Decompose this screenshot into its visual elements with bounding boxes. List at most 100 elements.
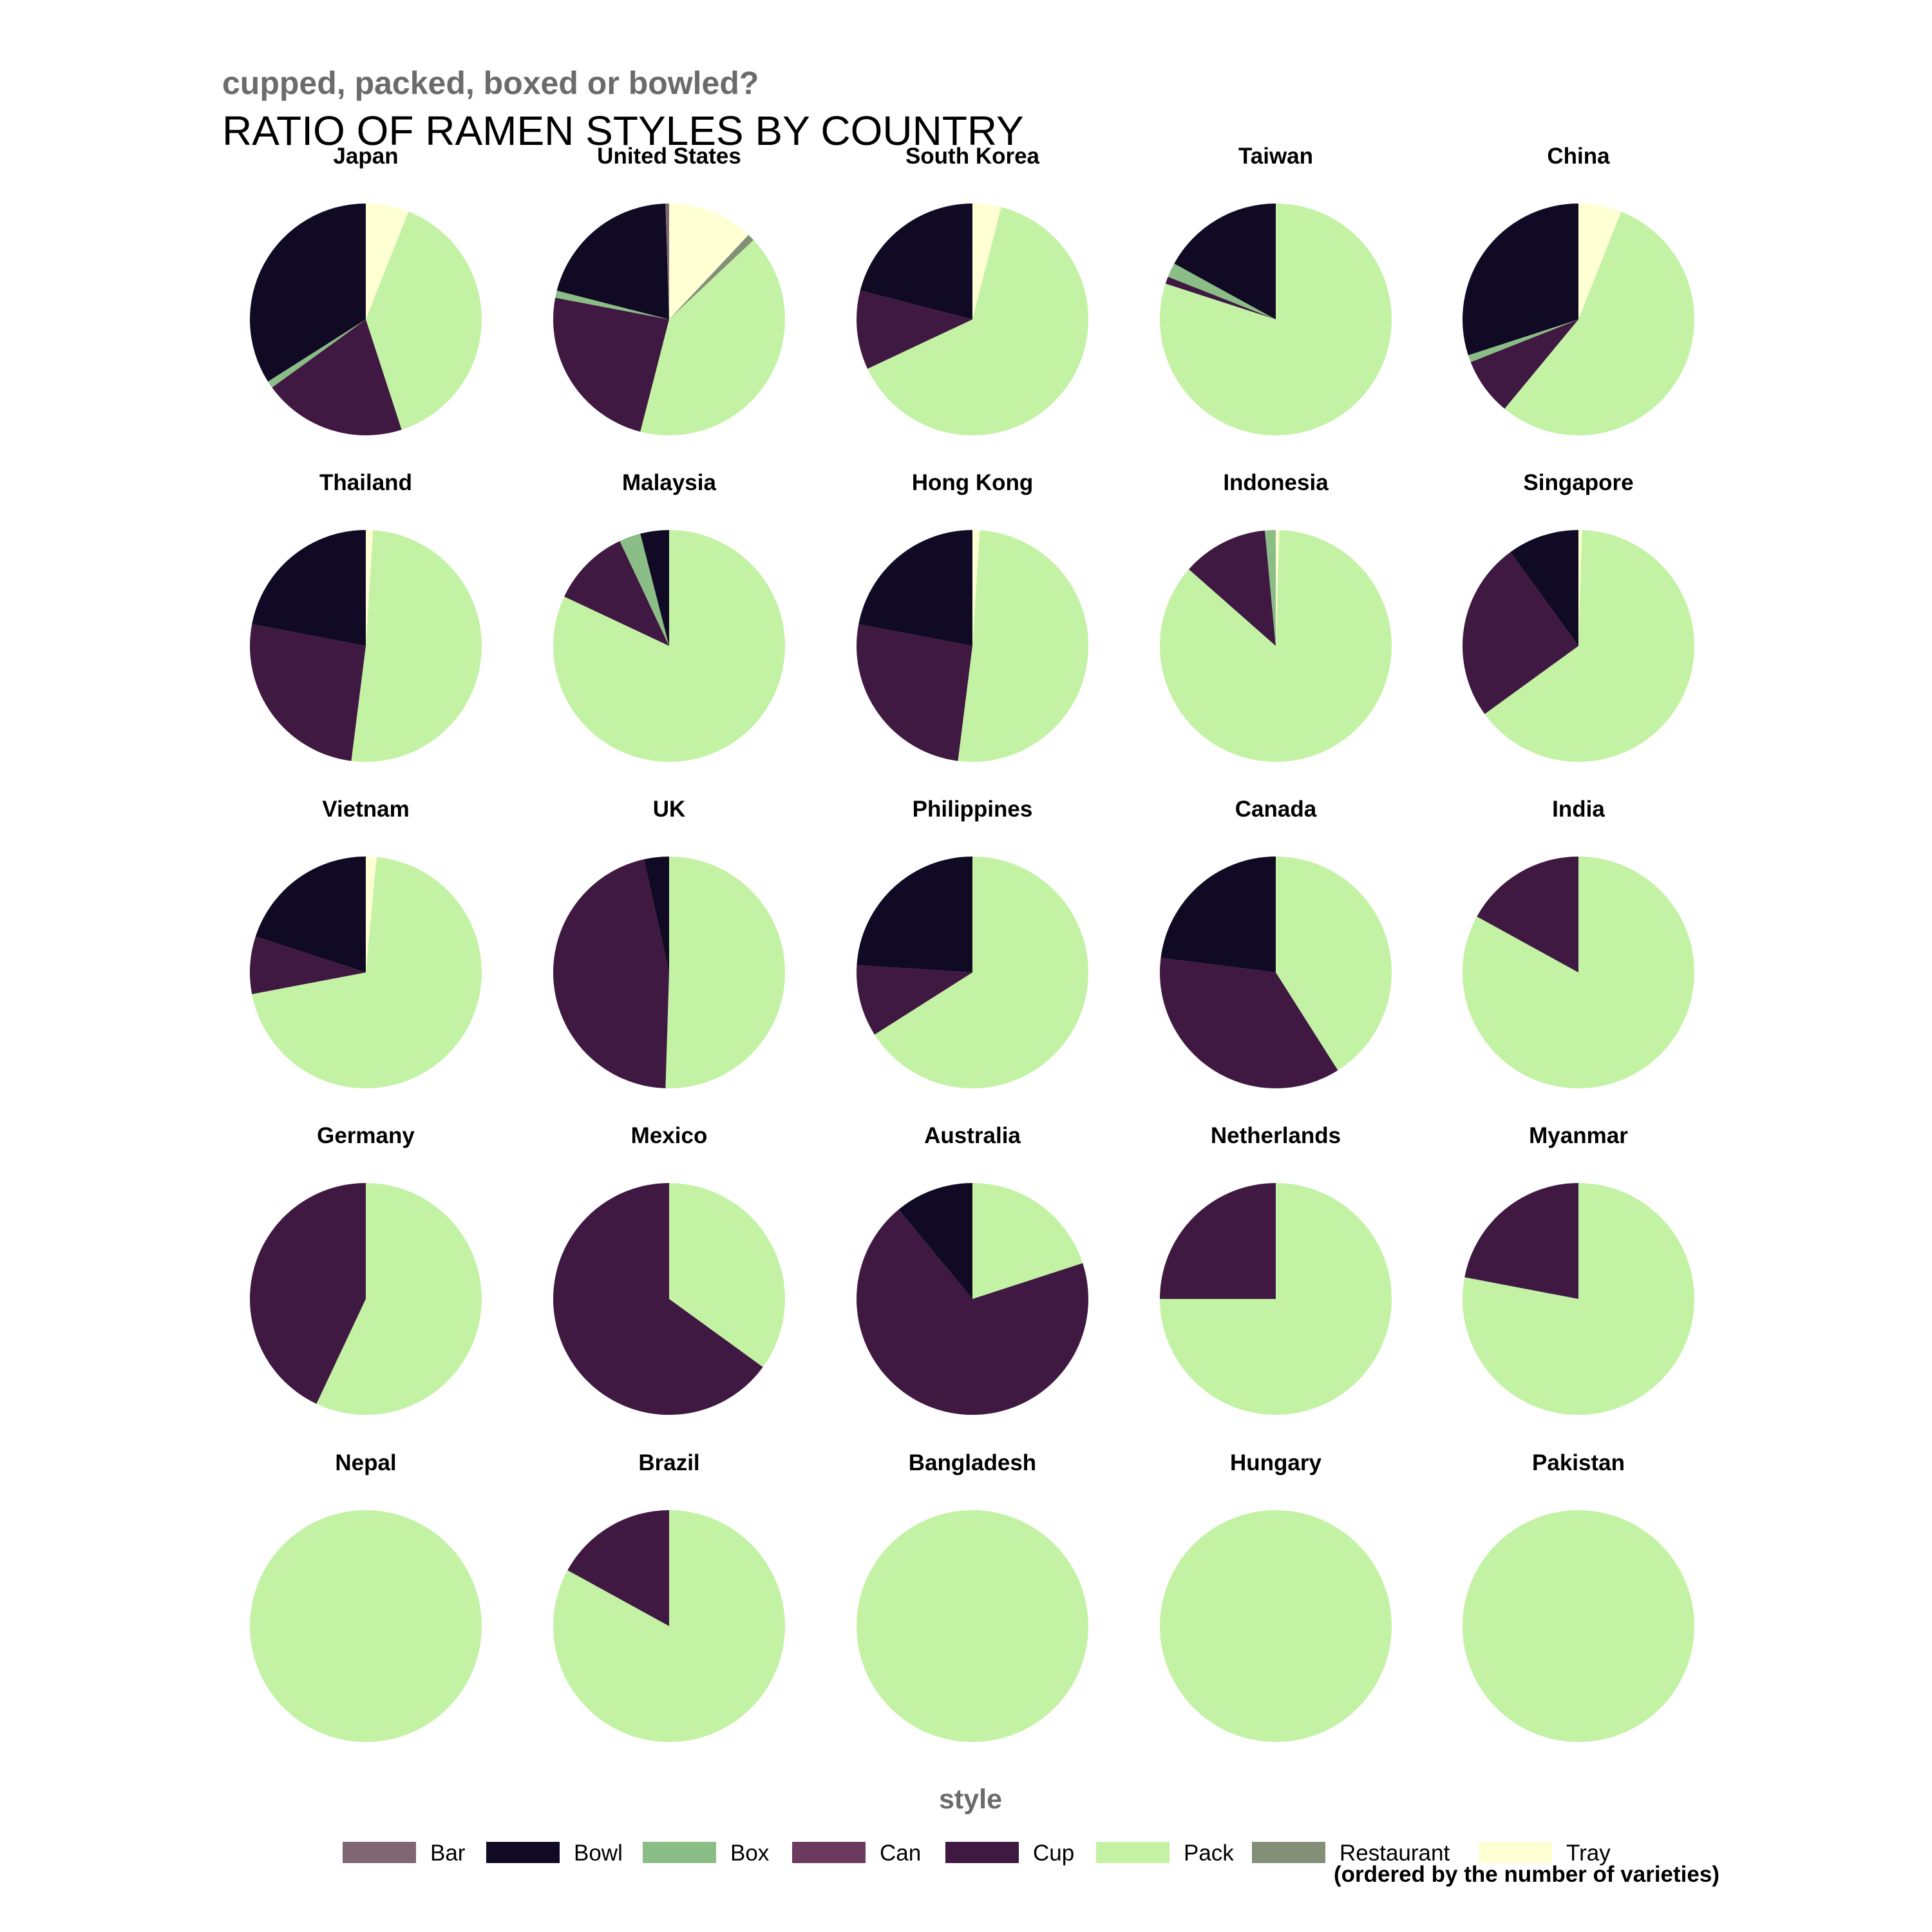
pie-slice-cup [857,290,972,369]
pie-slice-cup [1160,1183,1276,1299]
pie-slice-cup [1470,319,1578,409]
pie-slice-box [1168,263,1276,319]
pie-slice-cup [1477,856,1578,972]
pie-slice-cup [857,965,972,1035]
legend: Bar Bowl Box Can Cup Pack Restaurant Tray [343,1841,1611,1866]
legend-item-bowl: Bowl [486,1841,623,1866]
pie-slice-pack [1504,211,1694,436]
facet-label: Hungary [1230,1450,1322,1475]
pie-slice-tray [972,530,980,646]
legend-label: Restaurant [1340,1841,1450,1866]
legend-label: Cup [1033,1841,1074,1866]
facet-singapore: Singapore [1463,470,1695,762]
pie-slice-box [268,319,366,388]
pie-slice-box [555,290,669,319]
pie-slice-bowl [857,857,972,972]
facet-grid: Japan United States South Korea Taiwan China… [249,144,1695,1742]
facet-indonesia: Indonesia [1159,470,1392,762]
facet-label: Indonesia [1223,470,1329,495]
pie-slice-pack [1276,857,1392,1070]
pie-slice-pack [1463,1510,1694,1742]
chart-title: RATIO OF RAMEN STYLES BY COUNTRY [222,108,1024,154]
legend-swatch [792,1842,866,1863]
facet-japan: Japan [249,144,482,435]
facet-philippines: Philippines [857,797,1088,1088]
pie-slice-cup [250,936,366,994]
facet-label: Hong Kong [912,470,1034,495]
pie-slice-cup [272,319,402,435]
legend-label: Pack [1184,1841,1234,1866]
pie-slice-restaurant [669,234,754,319]
facet-label: UK [653,797,686,822]
facet-label: Philippines [913,797,1033,822]
pie-slice-pack [857,1510,1088,1742]
pie-slice-tray [366,530,374,646]
facet-germany: Germany [249,1123,482,1415]
facet-label: India [1552,797,1605,822]
pie-slice-cup [564,541,669,646]
pie-slice-bowl [1463,204,1578,355]
facet-label: Myanmar [1529,1123,1628,1148]
legend-label: Box [730,1841,770,1866]
facet-label: Germany [317,1123,415,1148]
pie-slice-cup [553,298,669,432]
pie-slice-pack [1463,1183,1695,1416]
pie-slice-cup [553,1182,763,1415]
pie-slice-cup [1463,552,1578,714]
pie-slice-tray [669,204,749,319]
facet-label: China [1547,144,1610,169]
pie-slice-bowl [1160,857,1276,972]
facet-label: Netherlands [1211,1123,1341,1148]
facet-canada: Canada [1160,797,1392,1089]
pie-slice-bowl [249,204,366,382]
facet-label: Nepal [335,1450,396,1475]
pie-slice-pack [972,1183,1083,1299]
legend-swatch [1096,1842,1170,1863]
pie-slice-pack [553,530,785,762]
pie-slice-bowl [640,530,669,646]
facet-label: Bangladesh [909,1450,1036,1475]
legend-swatch [343,1842,416,1863]
facet-mexico: Mexico [553,1123,785,1415]
facet-label: Australia [924,1123,1021,1148]
pie-slice-bowl [255,857,366,972]
pie-slice-tray [1276,530,1280,646]
legend-label: Bar [430,1841,466,1866]
pie-slice-pack [250,1510,482,1742]
facet-label: Taiwan [1238,144,1313,169]
legend-item-can: Can [792,1841,921,1866]
pie-slice-bar [665,204,669,319]
pie-slice-pack [1160,1510,1392,1742]
pie-slice-cup [1464,1183,1578,1299]
pie-slice-bowl [1510,530,1578,646]
pie-slice-pack [351,530,482,762]
legend-item-box: Box [643,1841,770,1866]
facet-vietnam: Vietnam [250,797,482,1089]
legend-swatch [945,1842,1019,1863]
facet-label: Mexico [631,1123,708,1148]
pie-slice-pack [958,530,1089,762]
pie-slice-pack [316,1183,482,1415]
facet-taiwan: Taiwan [1160,144,1392,436]
pie-slice-cup [249,1183,366,1404]
pie-slice-box [1468,319,1578,363]
facet-label: Pakistan [1532,1450,1625,1475]
pie-slice-pack [252,857,482,1089]
pie-slice-pack [665,857,786,1088]
pie-slice-pack [867,207,1089,436]
facet-south-korea: South Korea [857,144,1089,436]
pie-slice-cup [856,1209,1088,1416]
legend-swatch [1252,1842,1325,1863]
facet-label: United States [597,144,741,169]
pie-slice-bowl [898,1183,972,1299]
legend-item-restaurant: Restaurant [1252,1841,1450,1866]
pie-slice-cup [857,624,972,761]
facet-bangladesh: Bangladesh [857,1450,1088,1742]
pie-slice-bowl [643,856,669,972]
pie-slice-pack [1462,857,1694,1089]
pie-slice-tray [972,204,1001,319]
facet-hong-kong: Hong Kong [857,470,1089,762]
pie-slice-tray [366,204,409,319]
legend-item-pack: Pack [1096,1841,1234,1866]
legend-item-bar: Bar [343,1841,466,1866]
